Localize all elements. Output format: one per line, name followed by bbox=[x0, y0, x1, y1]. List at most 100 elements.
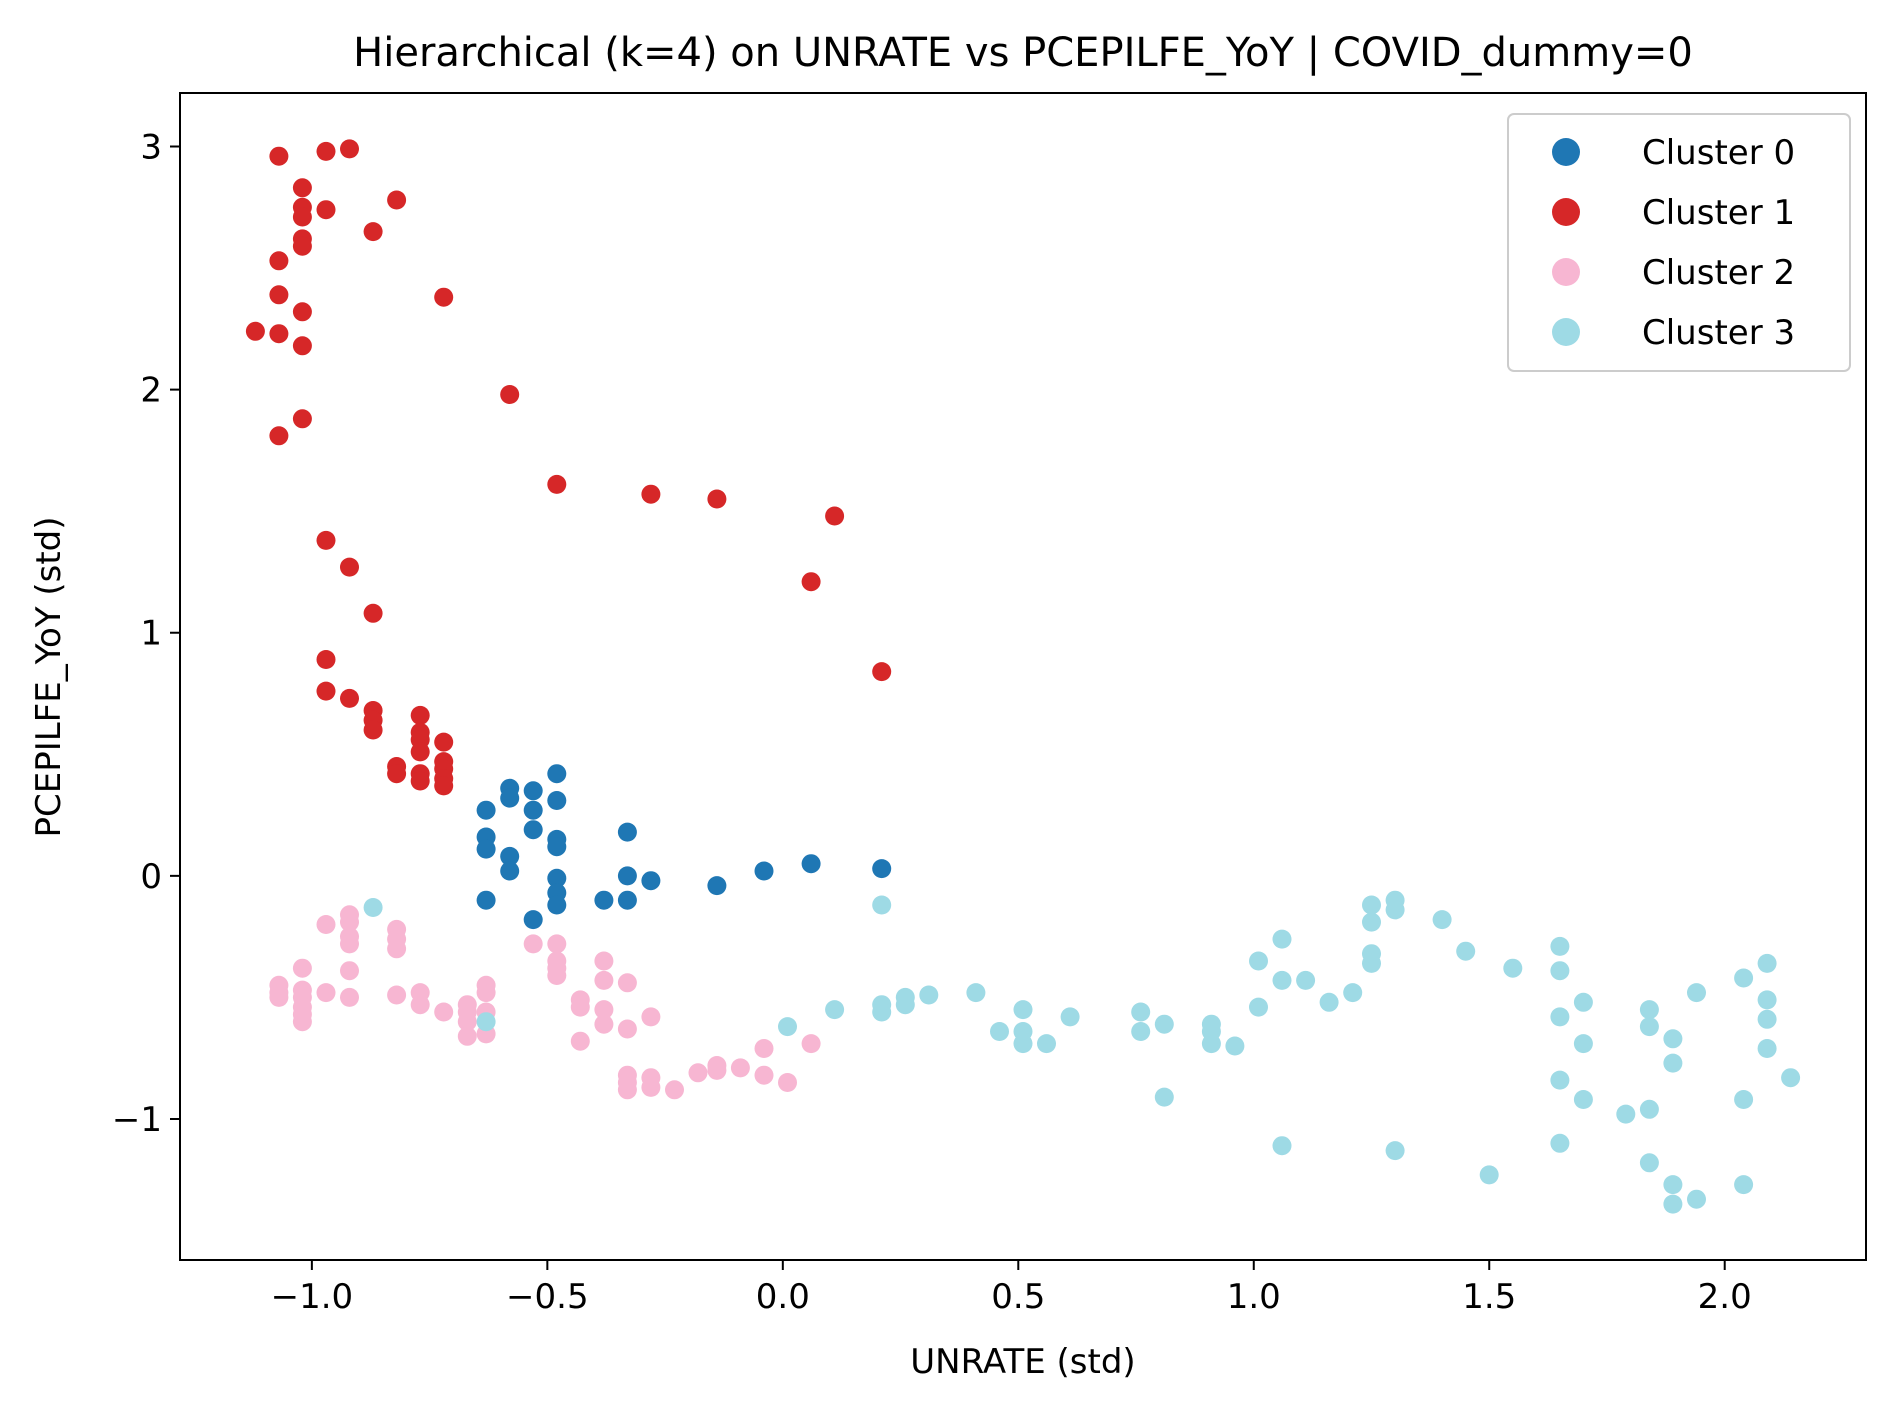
y-tick-label-2: 1 bbox=[140, 614, 162, 654]
cluster-1-point-5 bbox=[269, 426, 289, 446]
y-tick-label-0: −1 bbox=[112, 1100, 162, 1140]
legend-label-1: Cluster 1 bbox=[1642, 193, 1795, 233]
cluster-2-point-59 bbox=[778, 1073, 797, 1092]
cluster-3-point-60 bbox=[1663, 1194, 1683, 1214]
cluster-1-point-37 bbox=[434, 732, 454, 752]
cluster-2-point-45 bbox=[617, 1019, 637, 1039]
cluster-1-point-10 bbox=[292, 236, 312, 256]
cluster-0-point-5 bbox=[500, 788, 520, 808]
cluster-0-point-26 bbox=[801, 854, 821, 874]
cluster-3-point-19 bbox=[1154, 1014, 1174, 1034]
cluster-2-point-3 bbox=[292, 958, 312, 978]
cluster-1-point-4 bbox=[269, 324, 289, 344]
cluster-3-point-42 bbox=[1479, 1165, 1499, 1185]
cluster-3-point-8 bbox=[895, 995, 915, 1015]
cluster-3-point-25 bbox=[1249, 951, 1268, 971]
cluster-3-point-29 bbox=[1272, 1136, 1292, 1156]
legend-frame bbox=[1507, 113, 1851, 372]
cluster-2-point-2 bbox=[269, 987, 289, 1007]
cluster-3-point-12 bbox=[1013, 1000, 1033, 1020]
legend-marker-3 bbox=[1552, 318, 1580, 346]
cluster-3-point-44 bbox=[1550, 936, 1570, 956]
x-tick-label-4: 1.0 bbox=[1227, 1277, 1281, 1317]
x-axis-label: UNRATE (std) bbox=[910, 1342, 1135, 1382]
cluster-3-point-31 bbox=[1319, 992, 1339, 1012]
cluster-1-point-43 bbox=[547, 474, 567, 494]
cluster-1-point-19 bbox=[340, 139, 359, 159]
cluster-2-point-44 bbox=[617, 973, 637, 993]
cluster-2-point-22 bbox=[410, 995, 430, 1015]
cluster-2-point-52 bbox=[665, 1080, 684, 1100]
cluster-3-point-10 bbox=[966, 983, 986, 1003]
cluster-0-point-11 bbox=[523, 910, 543, 930]
cluster-2-point-19 bbox=[387, 939, 407, 959]
cluster-3-point-34 bbox=[1362, 912, 1381, 932]
cluster-2-point-39 bbox=[570, 1031, 590, 1051]
cluster-1-point-2 bbox=[269, 251, 289, 271]
cluster-3-point-38 bbox=[1385, 900, 1405, 920]
cluster-0-point-21 bbox=[617, 866, 637, 886]
cluster-1-point-22 bbox=[363, 222, 383, 242]
cluster-2-point-29 bbox=[476, 983, 496, 1003]
cluster-3-point-20 bbox=[1154, 1087, 1174, 1107]
cluster-2-point-43 bbox=[594, 1014, 614, 1034]
cluster-1-point-15 bbox=[316, 200, 336, 220]
cluster-1-point-23 bbox=[363, 603, 383, 623]
legend-label-0: Cluster 0 bbox=[1642, 133, 1795, 173]
cluster-3-point-27 bbox=[1272, 929, 1292, 949]
cluster-1-point-17 bbox=[316, 650, 336, 669]
cluster-0-point-3 bbox=[476, 890, 496, 910]
y-axis-label: PCEPILFE_YoY (std) bbox=[29, 516, 69, 837]
cluster-2-point-12 bbox=[340, 912, 359, 932]
cluster-3-point-26 bbox=[1249, 997, 1268, 1017]
legend-label-2: Cluster 2 bbox=[1642, 253, 1795, 293]
cluster-3-point-18 bbox=[1131, 1022, 1151, 1041]
cluster-0-point-6 bbox=[500, 846, 520, 866]
cluster-2-point-38 bbox=[570, 997, 590, 1017]
cluster-2-point-60 bbox=[801, 1034, 821, 1054]
cluster-3-point-0 bbox=[363, 898, 383, 917]
cluster-0-point-9 bbox=[523, 800, 543, 820]
x-tick-label-0: −1.0 bbox=[271, 1277, 354, 1317]
legend: Cluster 0 Cluster 1 Cluster 2 Cluster 3 bbox=[1507, 113, 1851, 372]
cluster-2-point-58 bbox=[754, 1065, 774, 1085]
cluster-3-point-4 bbox=[872, 895, 892, 915]
cluster-3-point-66 bbox=[1757, 953, 1777, 973]
cluster-3-point-68 bbox=[1757, 1009, 1777, 1029]
cluster-3-point-48 bbox=[1550, 1133, 1570, 1153]
cluster-2-point-56 bbox=[730, 1058, 750, 1078]
cluster-2-point-55 bbox=[707, 1060, 727, 1080]
cluster-2-point-8 bbox=[292, 1012, 312, 1032]
cluster-3-point-55 bbox=[1639, 1099, 1659, 1119]
points-layer bbox=[245, 139, 1801, 1214]
x-tick-label-2: 0.0 bbox=[756, 1277, 810, 1317]
cluster-3-point-2 bbox=[778, 1017, 797, 1037]
cluster-1-point-21 bbox=[340, 688, 359, 708]
cluster-3-point-41 bbox=[1456, 941, 1476, 961]
cluster-3-point-14 bbox=[1013, 1034, 1033, 1054]
cluster-1-point-18 bbox=[316, 681, 336, 701]
x-tick-label-1: −0.5 bbox=[506, 1277, 589, 1317]
cluster-1-point-12 bbox=[292, 336, 312, 356]
cluster-3-point-45 bbox=[1550, 961, 1570, 981]
cluster-3-point-65 bbox=[1734, 1175, 1754, 1195]
cluster-1-point-30 bbox=[410, 705, 430, 725]
cluster-1-point-36 bbox=[434, 287, 454, 307]
cluster-3-point-50 bbox=[1573, 1034, 1593, 1054]
cluster-3-point-53 bbox=[1639, 1000, 1659, 1020]
cluster-1-point-41 bbox=[434, 776, 454, 796]
cluster-2-point-48 bbox=[617, 1080, 637, 1100]
cluster-1-point-8 bbox=[292, 207, 312, 227]
plot-frame bbox=[179, 92, 1867, 1261]
cluster-0-point-22 bbox=[617, 890, 637, 910]
cluster-2-point-36 bbox=[547, 966, 567, 985]
cluster-0-point-20 bbox=[617, 822, 637, 842]
cluster-2-point-23 bbox=[434, 1002, 454, 1022]
cluster-2-point-42 bbox=[594, 1000, 614, 1020]
cluster-3-point-51 bbox=[1573, 1090, 1593, 1109]
cluster-1-point-33 bbox=[410, 742, 430, 762]
cluster-3-point-15 bbox=[1037, 1034, 1056, 1054]
cluster-1-point-46 bbox=[801, 572, 821, 592]
cluster-0-point-12 bbox=[547, 764, 567, 784]
